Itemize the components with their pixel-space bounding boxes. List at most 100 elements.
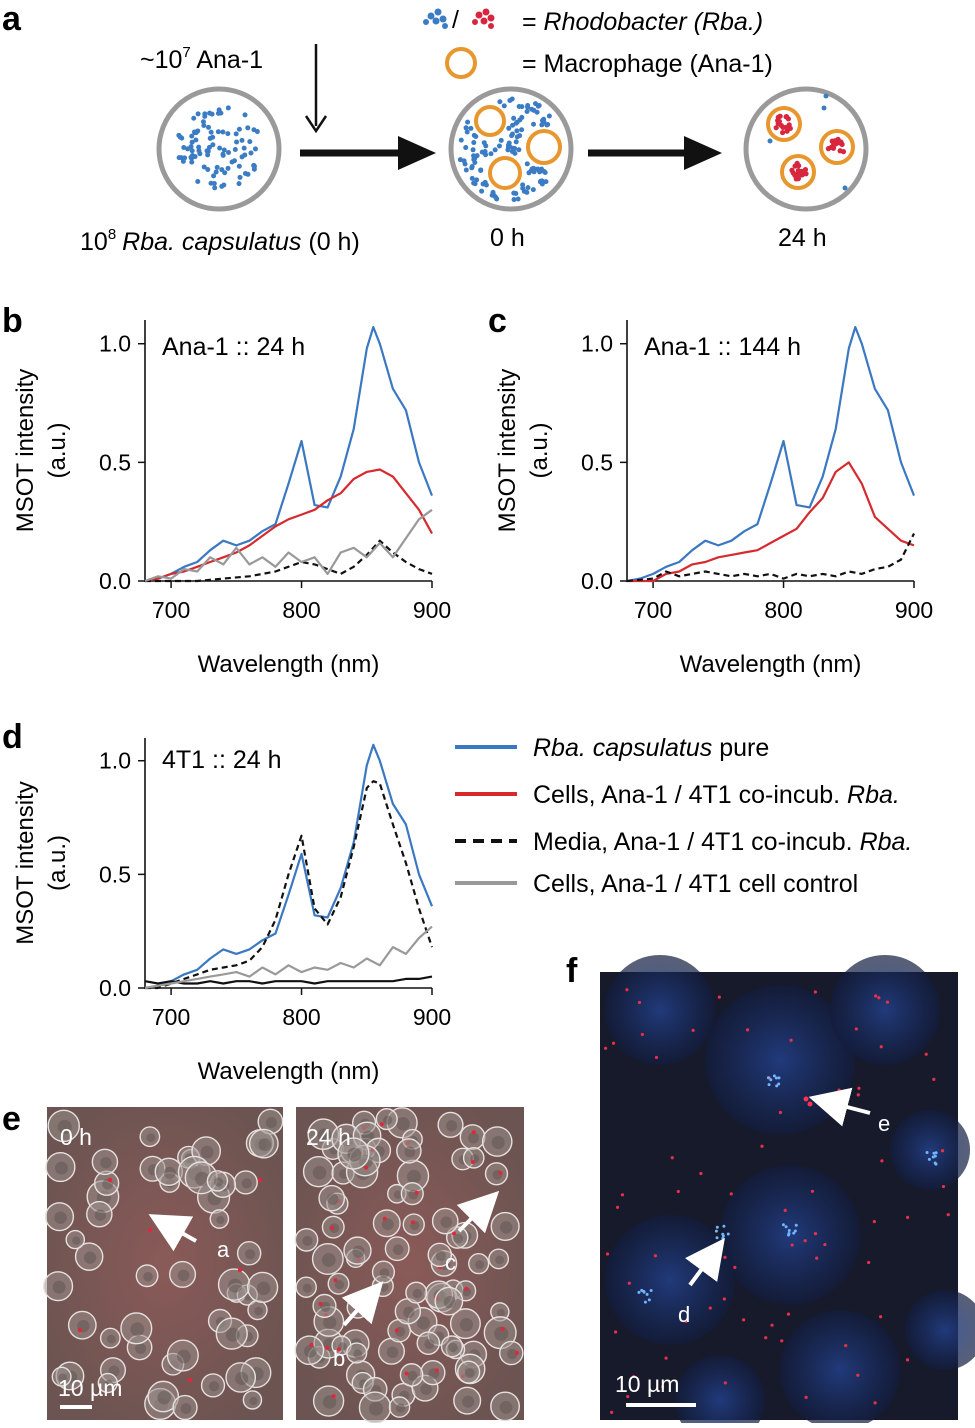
- legend-macrophage-ring: [445, 47, 477, 79]
- cell-nucleus: [464, 1368, 475, 1379]
- series-line: [144, 925, 433, 990]
- bacterium-dot: [226, 149, 232, 155]
- bacterium-dot: [463, 145, 469, 151]
- bacterium-dot: [512, 150, 518, 156]
- rba-signal: [627, 1281, 631, 1285]
- rba-signal: [404, 1371, 409, 1376]
- bacterium-dot: [220, 151, 226, 157]
- y-axis-label: MSOT intensity: [494, 369, 521, 533]
- bacterium-dot: [501, 103, 507, 109]
- cell-nucleus: [468, 1132, 480, 1144]
- legend-macrophage-label: = Macrophage (Ana-1): [522, 50, 773, 78]
- cell-nucleus: [180, 1403, 192, 1414]
- y-tick-label: 0.0: [99, 975, 131, 1001]
- cell-nucleus: [475, 1260, 485, 1270]
- nucleus-signal: [931, 1155, 935, 1159]
- bacterium-dot: [515, 196, 521, 202]
- bacterium-dot: [251, 162, 257, 168]
- seed-label: ~107 Ana-1: [140, 44, 263, 74]
- scale-bar-f: [626, 1403, 696, 1407]
- bacterium-dot: [524, 109, 530, 115]
- arrow-label-e: e: [878, 1111, 890, 1136]
- cell-nucleus: [448, 1342, 458, 1353]
- cell-nucleus: [420, 1383, 432, 1395]
- bacterium-dot: [188, 144, 194, 150]
- bacterium-dot: [239, 154, 245, 160]
- rba-signal: [807, 1101, 813, 1107]
- rba-signal: [610, 1410, 614, 1415]
- x-tick-label: 800: [282, 597, 320, 623]
- rba-signal: [257, 1177, 263, 1183]
- rba-signal: [611, 1041, 616, 1045]
- cell-nucleus: [407, 1370, 418, 1381]
- rba-signal: [717, 995, 721, 999]
- series-line: [144, 743, 434, 990]
- dish2-macrophage: [474, 105, 506, 137]
- rba-signal: [670, 1156, 674, 1160]
- rba-signal: [654, 1055, 659, 1060]
- bacterium-dot: [225, 131, 231, 137]
- x-axis-label: Wavelength (nm): [680, 651, 862, 678]
- bacterium-dot: [206, 124, 212, 130]
- arrow-d: [685, 1237, 725, 1287]
- bacterium-dot: [200, 119, 206, 125]
- nucleus-signal: [775, 1084, 779, 1088]
- rba-signal: [414, 1190, 419, 1195]
- nucleus-signal: [792, 1231, 796, 1235]
- nucleus-signal: [715, 1236, 719, 1240]
- cell-nucleus: [54, 1211, 67, 1224]
- cell-nucleus: [462, 1287, 472, 1297]
- micrograph-e-0h: 0 h a 10 µm: [43, 1107, 284, 1421]
- nucleus-signal: [932, 1151, 936, 1155]
- bacterium-dot: [252, 146, 258, 152]
- y-tick-label: 0.5: [99, 449, 131, 475]
- legend-text-media: Media, Ana-1 / 4T1 co-incub. Rba.: [533, 828, 912, 856]
- bacterium-dot: [202, 111, 208, 117]
- dish2-macrophage: [488, 156, 522, 190]
- chart-d: 700 800 900 0.0 0.5 1.0 Wavelength (nm) MSOT in…: [12, 738, 451, 1085]
- cell-nucleus: [322, 1395, 337, 1409]
- dish1-label: 108 Rba. capsulatus (0 h): [80, 226, 360, 256]
- chart-title: 4T1 :: 24 h: [162, 746, 282, 774]
- bacterium-dot: [524, 161, 530, 167]
- rba-signal: [364, 1165, 369, 1170]
- rba-signal: [815, 1256, 819, 1260]
- rba-signal: [790, 1243, 794, 1247]
- bacterium-dot: [546, 113, 552, 119]
- legend-bacteria-sep: /: [452, 6, 459, 34]
- panel-label-b: b: [2, 302, 23, 340]
- cell-nucleus: [491, 1135, 505, 1150]
- cell-nucleus: [496, 1308, 505, 1317]
- cell-nucleus: [254, 1306, 263, 1316]
- rba-signal: [514, 1350, 519, 1355]
- bacterium-dot: [474, 177, 480, 183]
- rba-signal: [471, 1130, 476, 1135]
- rba-signal: [854, 1027, 858, 1031]
- bacterium-dot: [514, 128, 520, 134]
- series-line: [144, 326, 434, 583]
- cell-nucleus: [353, 1349, 363, 1359]
- bacterium-dot: [210, 142, 216, 148]
- rba-signal: [803, 1239, 807, 1243]
- bacterium-dot: [225, 105, 231, 111]
- cell-nucleus: [143, 1271, 153, 1282]
- bacterium-dot: [842, 185, 848, 191]
- cell-nucleus: [104, 1379, 114, 1389]
- bacterium-dot: [507, 98, 513, 104]
- rba-signal: [464, 1287, 469, 1292]
- cell-nucleus: [213, 1177, 223, 1187]
- rba-signal: [924, 1052, 928, 1056]
- bacterium-dot: [176, 155, 182, 161]
- series-line: [145, 780, 434, 990]
- y-tick-label: 0.0: [99, 568, 131, 594]
- cell-nucleus: [499, 1400, 513, 1414]
- bacterium-dot: [464, 129, 470, 135]
- bacterium-dot: [191, 129, 197, 135]
- bacterium-dot: [474, 153, 480, 159]
- cell-nucleus: [256, 1281, 271, 1296]
- rba-signal: [885, 1000, 890, 1004]
- rba-signal: [653, 1254, 658, 1258]
- rba-signal: [498, 1171, 503, 1176]
- rba-signal: [804, 1395, 808, 1399]
- cell-nucleus: [157, 1390, 172, 1405]
